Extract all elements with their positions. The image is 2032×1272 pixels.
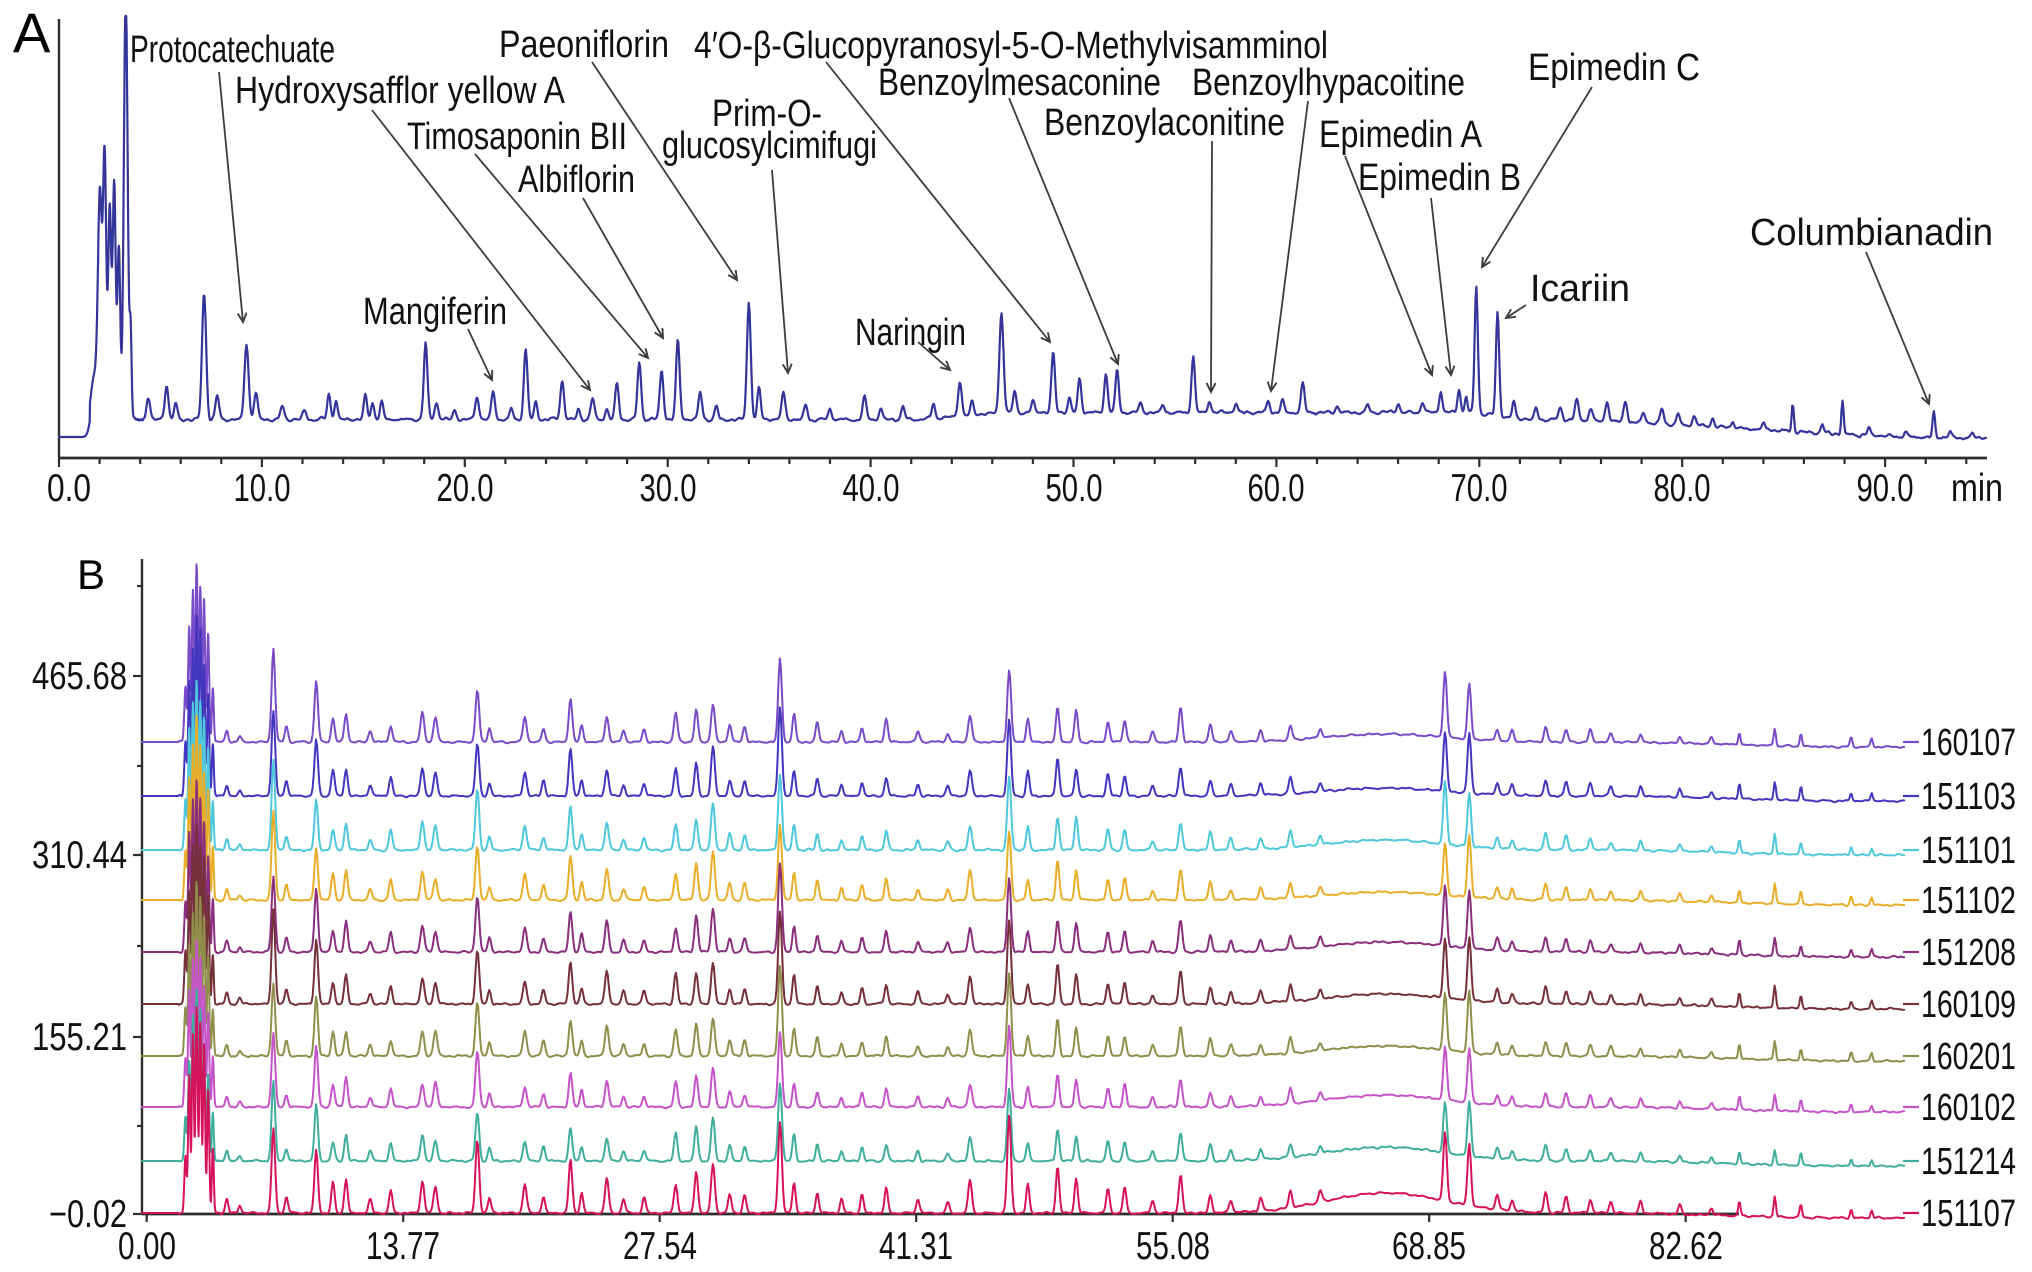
svg-text:465.68: 465.68 <box>32 655 127 698</box>
svg-text:30.0: 30.0 <box>640 467 697 510</box>
svg-text:20.0: 20.0 <box>437 467 494 510</box>
svg-text:41.31: 41.31 <box>879 1225 953 1268</box>
svg-text:151214: 151214 <box>1921 1141 2016 1183</box>
svg-text:Benzoylaconitine: Benzoylaconitine <box>1044 102 1285 144</box>
svg-text:40.0: 40.0 <box>843 467 900 510</box>
svg-text:151102: 151102 <box>1921 880 2016 922</box>
svg-text:50.0: 50.0 <box>1046 467 1103 510</box>
svg-text:A: A <box>13 1 51 64</box>
svg-text:155.21: 155.21 <box>32 1016 127 1059</box>
svg-text:Benzoylmesaconine: Benzoylmesaconine <box>878 62 1161 104</box>
svg-text:Icariin: Icariin <box>1530 268 1630 310</box>
svg-text:80.0: 80.0 <box>1654 467 1711 510</box>
svg-text:70.0: 70.0 <box>1451 467 1508 510</box>
svg-text:Albiflorin: Albiflorin <box>518 159 635 201</box>
svg-text:160102: 160102 <box>1921 1087 2016 1129</box>
svg-text:27.54: 27.54 <box>623 1225 697 1268</box>
svg-text:13.77: 13.77 <box>366 1225 440 1268</box>
svg-text:Epimedin C: Epimedin C <box>1528 47 1700 89</box>
svg-text:10.0: 10.0 <box>234 467 291 510</box>
svg-text:Prim-O-: Prim-O- <box>712 93 822 135</box>
svg-text:160201: 160201 <box>1921 1036 2016 1078</box>
svg-text:151101: 151101 <box>1921 830 2016 872</box>
svg-text:Timosaponin BII: Timosaponin BII <box>407 116 627 158</box>
svg-text:min: min <box>1951 467 2003 510</box>
svg-text:glucosylcimifugi: glucosylcimifugi <box>662 125 877 167</box>
svg-text:60.0: 60.0 <box>1248 467 1305 510</box>
svg-text:55.08: 55.08 <box>1136 1225 1210 1268</box>
svg-text:0.00: 0.00 <box>118 1225 176 1268</box>
svg-text:310.44: 310.44 <box>32 834 127 877</box>
svg-text:Epimedin A: Epimedin A <box>1319 114 1483 156</box>
svg-text:B: B <box>77 551 105 598</box>
svg-text:Benzoylhypacoitine: Benzoylhypacoitine <box>1192 62 1465 104</box>
svg-text:151208: 151208 <box>1921 932 2016 974</box>
svg-text:−0.02: −0.02 <box>49 1193 127 1236</box>
svg-text:Columbianadin: Columbianadin <box>1750 212 1993 254</box>
svg-text:Protocatechuate: Protocatechuate <box>130 29 335 71</box>
svg-text:Naringin: Naringin <box>855 312 966 354</box>
svg-text:0.0: 0.0 <box>47 467 91 510</box>
svg-text:82.62: 82.62 <box>1649 1225 1723 1268</box>
svg-text:160109: 160109 <box>1921 984 2016 1026</box>
svg-text:Epimedin B: Epimedin B <box>1358 157 1521 199</box>
svg-text:Hydroxysafflor yellow A: Hydroxysafflor yellow A <box>235 70 566 112</box>
svg-text:Mangiferin: Mangiferin <box>363 291 507 333</box>
svg-text:160107: 160107 <box>1921 722 2016 764</box>
svg-text:Paeoniflorin: Paeoniflorin <box>499 24 669 66</box>
svg-text:151103: 151103 <box>1921 776 2016 818</box>
svg-text:4′O-β-Glucopyranosyl-5-O-Methy: 4′O-β-Glucopyranosyl-5-O-Methylvisammino… <box>694 25 1328 67</box>
svg-text:68.85: 68.85 <box>1392 1225 1466 1268</box>
svg-text:151107: 151107 <box>1921 1193 2016 1235</box>
svg-text:90.0: 90.0 <box>1857 467 1914 510</box>
